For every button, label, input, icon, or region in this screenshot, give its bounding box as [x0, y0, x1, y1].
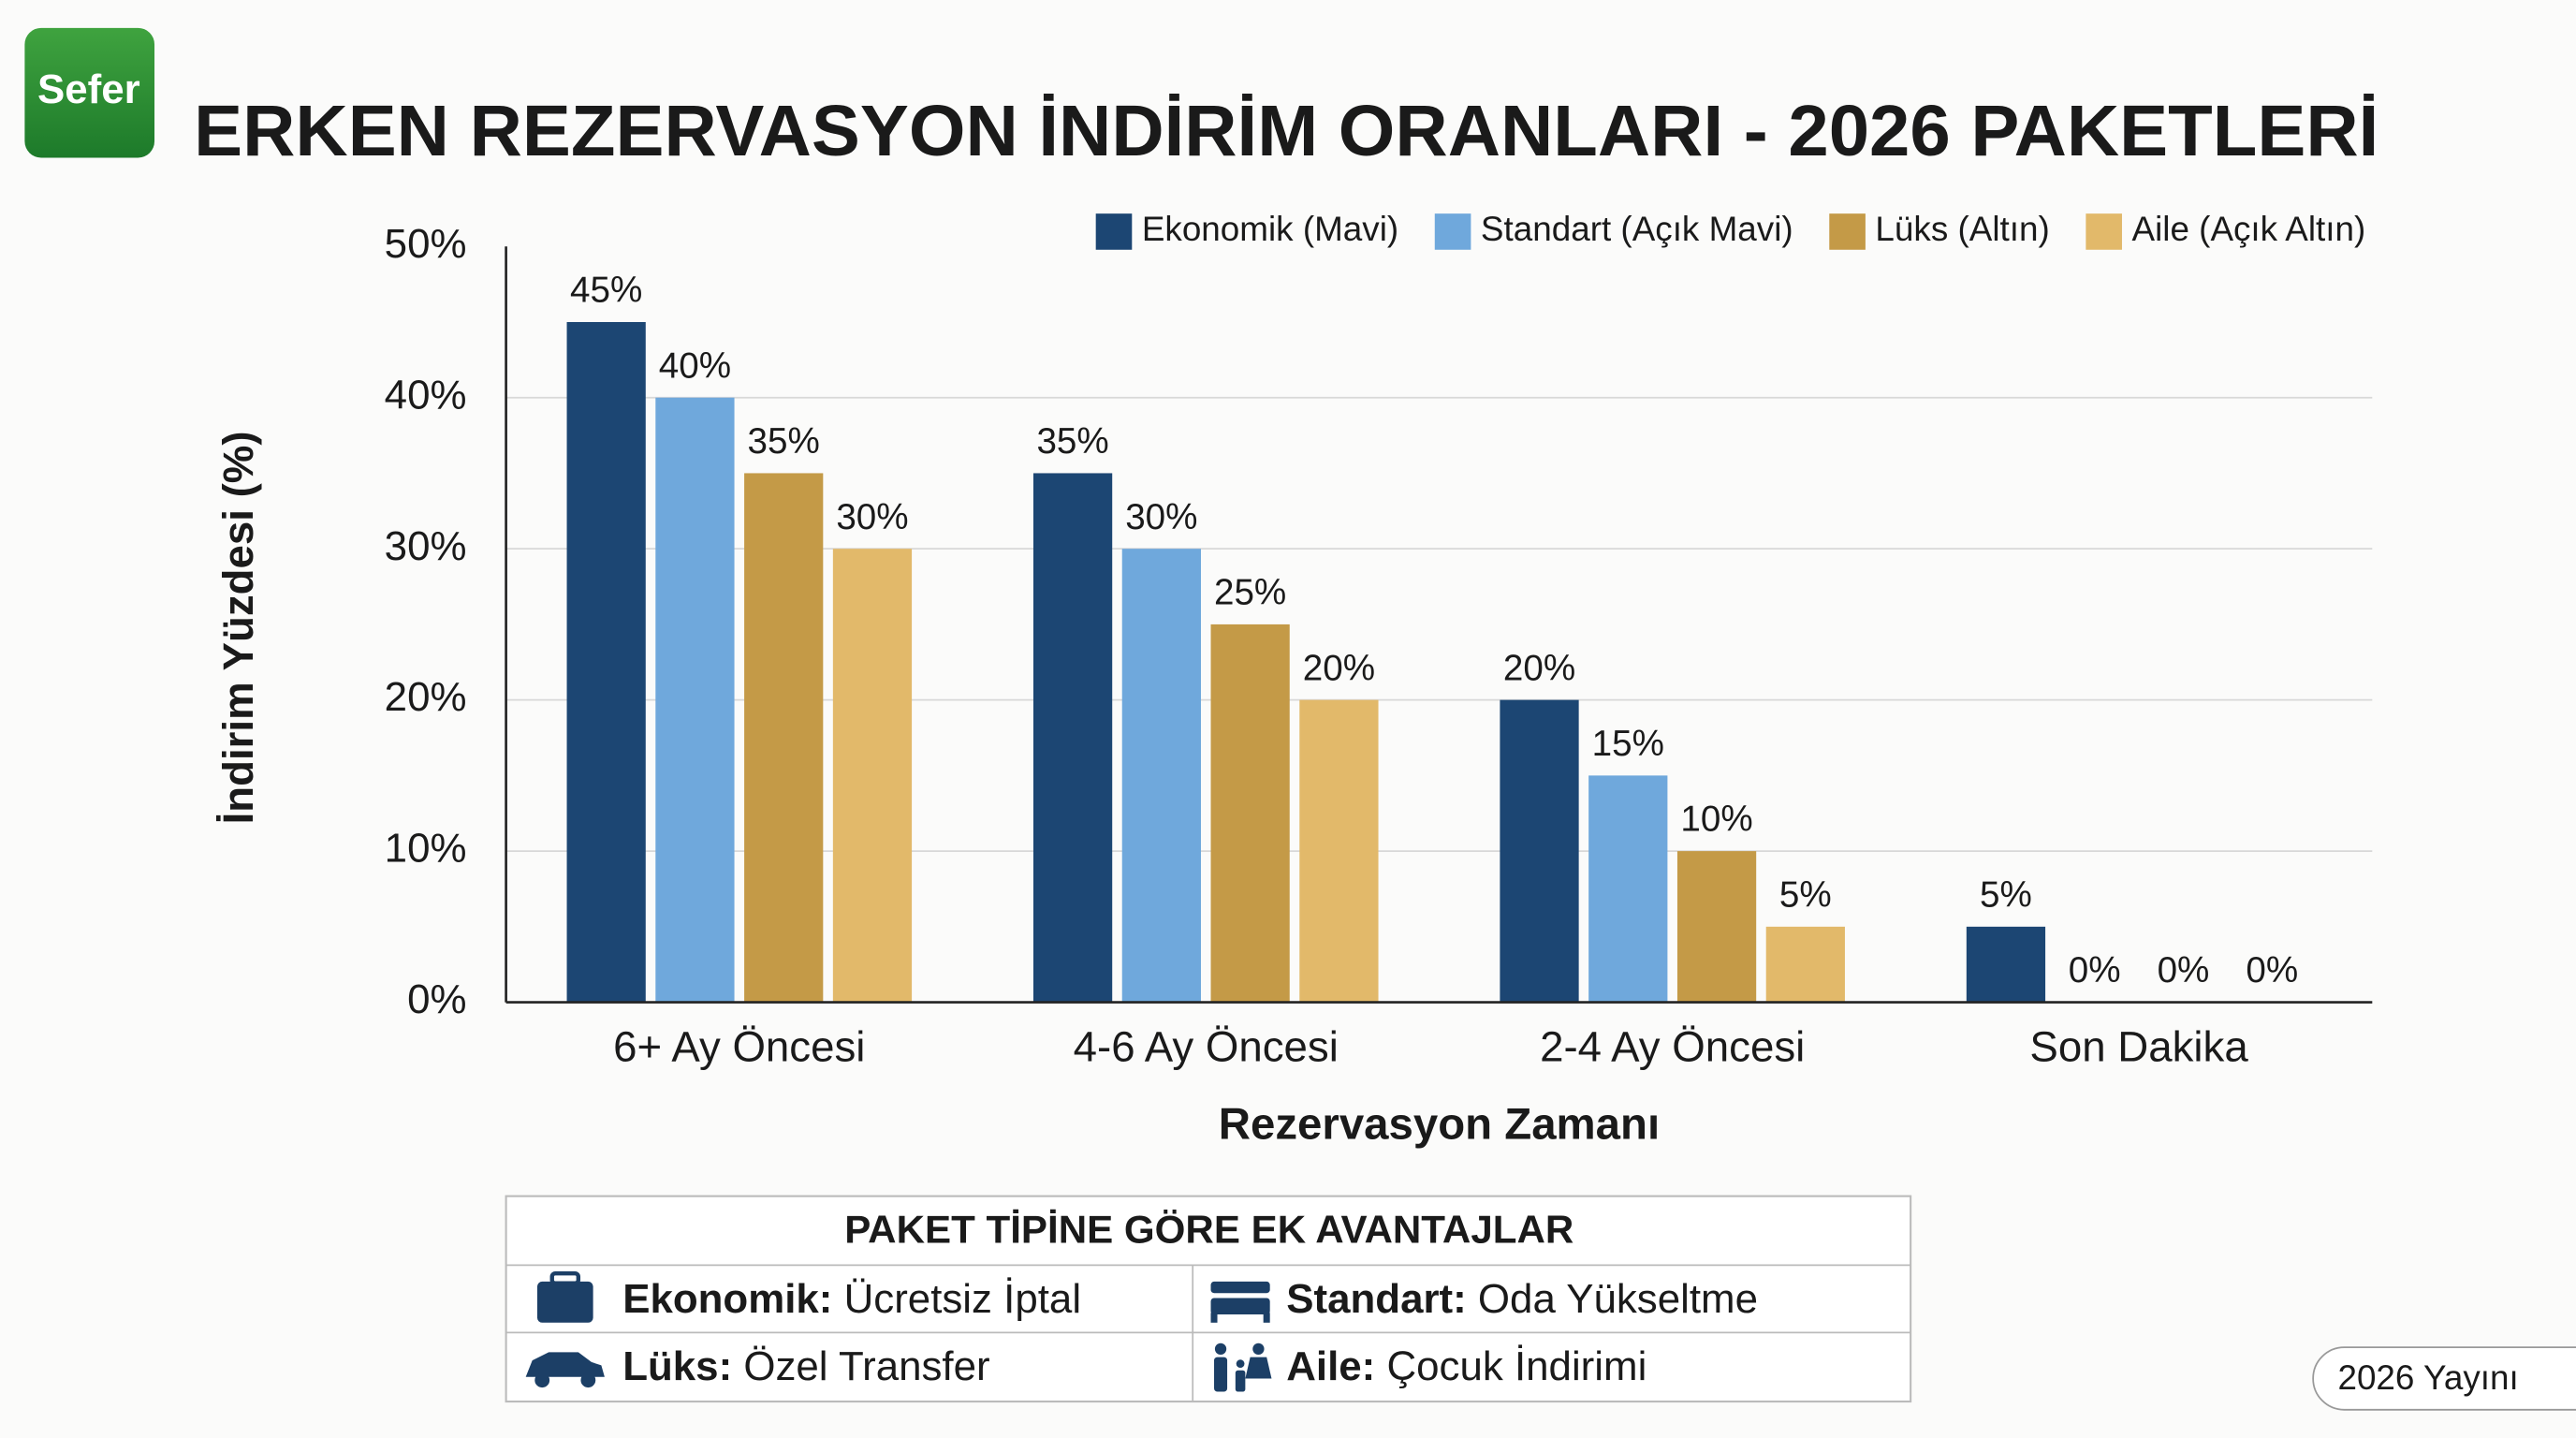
bar — [832, 549, 913, 1003]
bar — [1966, 926, 2046, 1003]
table-frame — [505, 1195, 1912, 1403]
y-tick-label: 50% — [385, 221, 467, 267]
benefit-text: Özel Transfer — [743, 1343, 989, 1389]
legend-label: Aile (Açık Altın) — [2132, 210, 2366, 248]
x-tick-label: 6+ Ay Öncesi — [613, 1023, 865, 1071]
bar-value-label: 20% — [1503, 648, 1575, 688]
icon-family — [1214, 1343, 1272, 1392]
bar — [1765, 926, 1845, 1003]
x-tick-label: Son Dakika — [2029, 1023, 2248, 1071]
y-axis-title: İndirim Yüzdesi (%) — [214, 431, 262, 824]
bar — [566, 321, 646, 1003]
bar-value-label: 0% — [2069, 950, 2121, 990]
y-tick-label: 10% — [385, 826, 467, 872]
benefit-label: Standart: — [1286, 1276, 1467, 1322]
bar-value-label: 35% — [748, 421, 820, 462]
legend-label: Standart (Açık Mavi) — [1481, 210, 1793, 248]
y-tick-label: 0% — [407, 976, 466, 1022]
benefit-text: Ücretsiz İptal — [844, 1276, 1081, 1322]
icon-suitcase — [536, 1270, 593, 1323]
bar — [1676, 851, 1757, 1003]
bar-value-label: 5% — [1980, 874, 2032, 915]
benefit: Lüks: Özel Transfer — [622, 1343, 989, 1389]
bar — [1588, 775, 1668, 1003]
bar — [744, 473, 824, 1003]
edition: 2026 Yayını — [2337, 1358, 2518, 1397]
chart-title: ERKEN REZERVASYON İNDİRİM ORANLARI - 202… — [194, 91, 2378, 171]
benefit: Ekonomik: Ücretsiz İptal — [622, 1276, 1081, 1322]
benefit-label: Ekonomik: — [622, 1276, 832, 1322]
bar-value-label: 5% — [1779, 874, 1832, 915]
bar — [1121, 549, 1201, 1003]
bar-value-label: 10% — [1680, 800, 1752, 840]
benefit-label: Lüks: — [622, 1343, 732, 1389]
table-title: PAKET TİPİNE GÖRE EK AVANTAJLAR — [844, 1207, 1573, 1251]
x-axis-title: Rezervasyon Zamanı — [1219, 1099, 1660, 1149]
bar — [655, 397, 735, 1003]
bar-value-label: 0% — [2158, 950, 2210, 990]
logo-box — [24, 27, 155, 158]
bar — [1032, 473, 1113, 1003]
bar-value-label: 35% — [1036, 421, 1108, 462]
x-tick-label: 4-6 Ay Öncesi — [1074, 1023, 1339, 1071]
legend-swatch — [1829, 213, 1866, 250]
y-tick-label: 40% — [385, 372, 467, 418]
y-tick-label: 20% — [385, 674, 467, 720]
x-tick-label: 2-4 Ay Öncesi — [1540, 1023, 1805, 1071]
bar-value-label: 15% — [1592, 724, 1664, 764]
logo: Sefer — [37, 66, 140, 112]
benefit-text: Çocuk İndirimi — [1386, 1343, 1647, 1389]
bar-value-label: 45% — [570, 271, 642, 311]
bar-value-label: 40% — [659, 345, 731, 386]
bar-value-label: 30% — [836, 497, 908, 537]
legend-swatch — [1095, 213, 1133, 250]
bar-value-label: 30% — [1125, 497, 1197, 537]
benefit: Standart: Oda Yükseltme — [1286, 1276, 1758, 1322]
benefits-table: PAKET TİPİNE GÖRE EK AVANTAJLAR Ekonomik… — [505, 1195, 1912, 1403]
bar — [1299, 699, 1379, 1003]
legend-label: Lüks (Altın) — [1875, 210, 2049, 248]
bar — [1500, 699, 1579, 1003]
benefit: Aile: Çocuk İndirimi — [1286, 1343, 1647, 1389]
legend-swatch — [2086, 213, 2122, 250]
bar-value-label: 20% — [1303, 648, 1375, 688]
benefit-text: Oda Yükseltme — [1478, 1276, 1758, 1322]
edition-badge — [2312, 1346, 2576, 1411]
icon-car — [525, 1352, 605, 1388]
icon-bed — [1210, 1281, 1270, 1323]
y-tick-label: 30% — [385, 523, 467, 569]
legend-label: Ekonomik (Mavi) — [1142, 210, 1398, 248]
bar-value-label: 25% — [1214, 573, 1286, 613]
legend-swatch — [1434, 213, 1471, 250]
bar-value-label: 0% — [2246, 950, 2298, 990]
benefit-label: Aile: — [1286, 1343, 1375, 1389]
bar — [1210, 624, 1290, 1003]
